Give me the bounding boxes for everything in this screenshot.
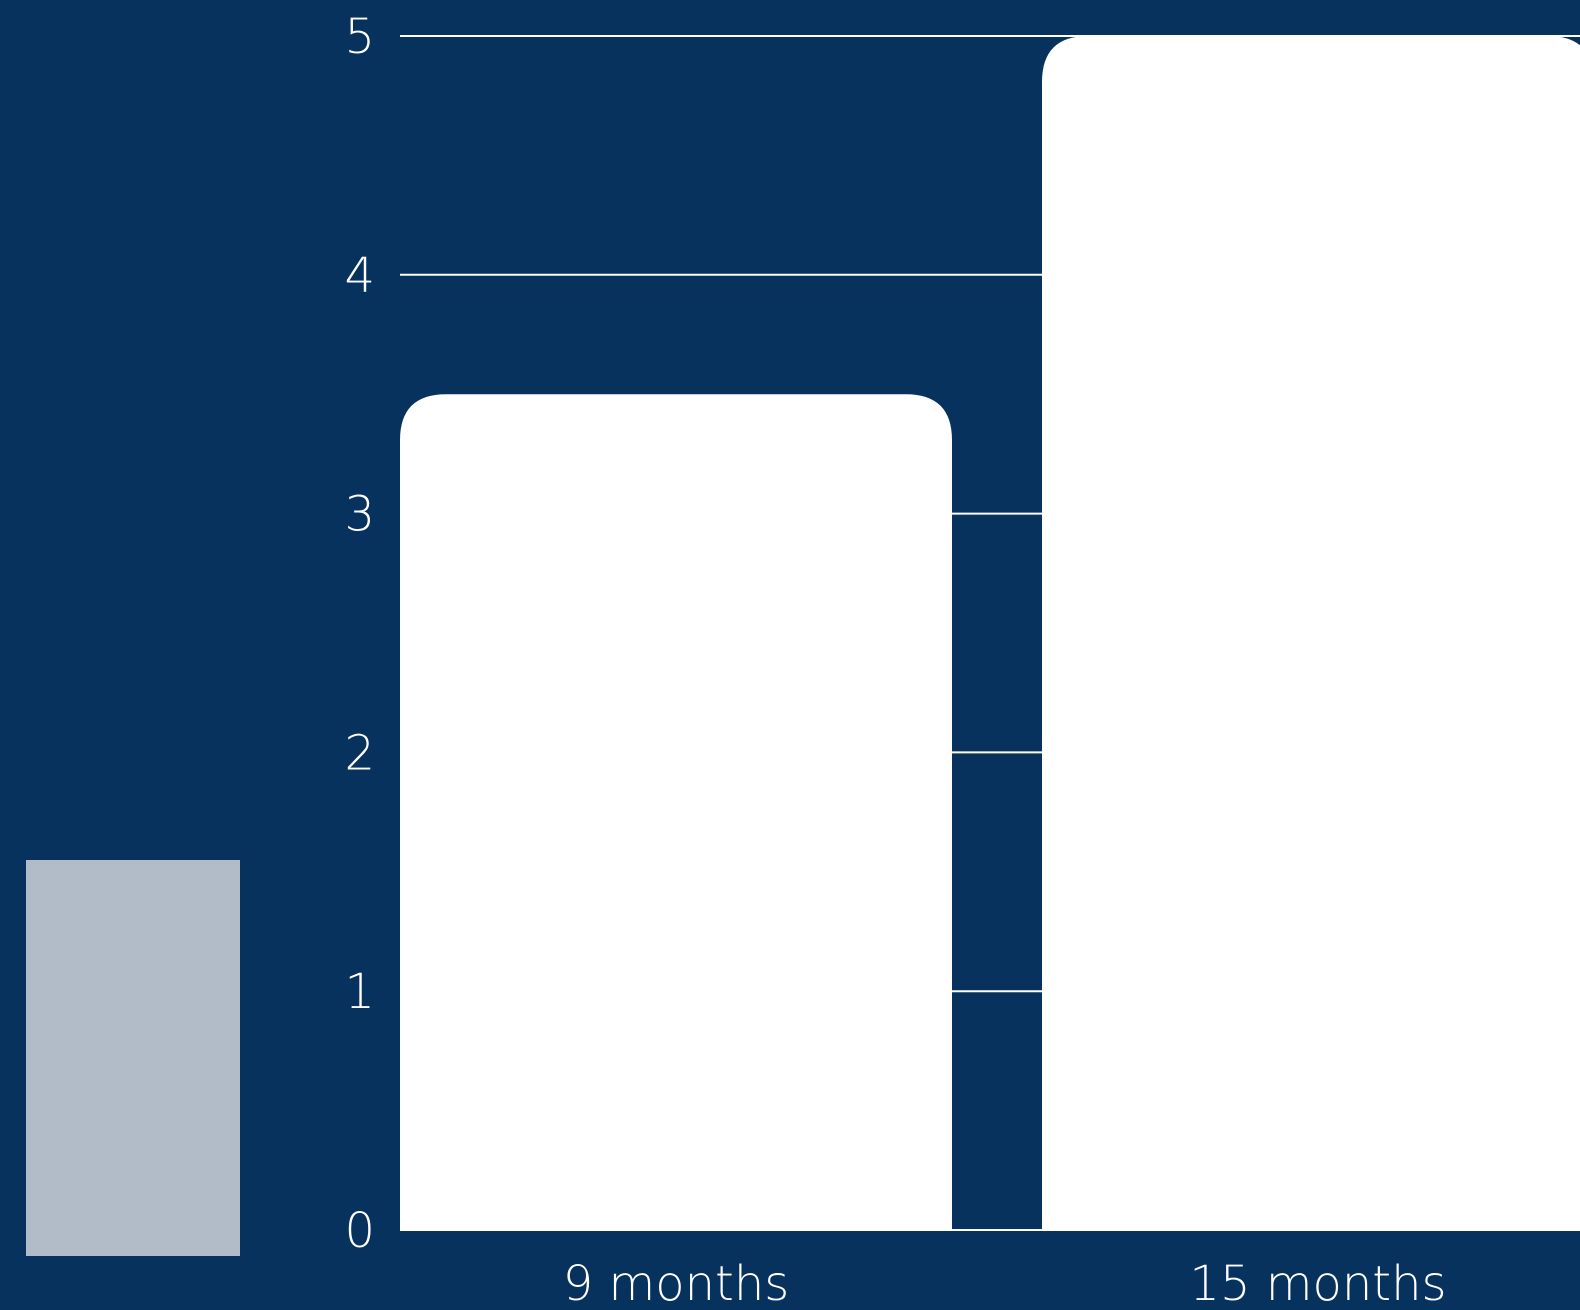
y-tick-label: 5 (344, 9, 375, 65)
y-axis-ticks: 0 1 2 3 4 5 (344, 9, 375, 1259)
x-tick-label: 9 months (563, 1256, 790, 1305)
y-tick-label: 1 (344, 964, 375, 1020)
bar-9-months (400, 394, 952, 1230)
bar-15-months (1042, 36, 1580, 1230)
side-panel-swatch (26, 860, 240, 1256)
y-tick-label: 3 (344, 487, 375, 543)
x-axis-labels: 9 months 15 months (563, 1256, 1447, 1310)
y-tick-label: 0 (344, 1203, 375, 1259)
bars (400, 36, 1580, 1230)
y-tick-label: 4 (344, 248, 375, 304)
y-tick-label: 2 (344, 725, 375, 781)
x-tick-label: 15 months (1189, 1256, 1446, 1305)
